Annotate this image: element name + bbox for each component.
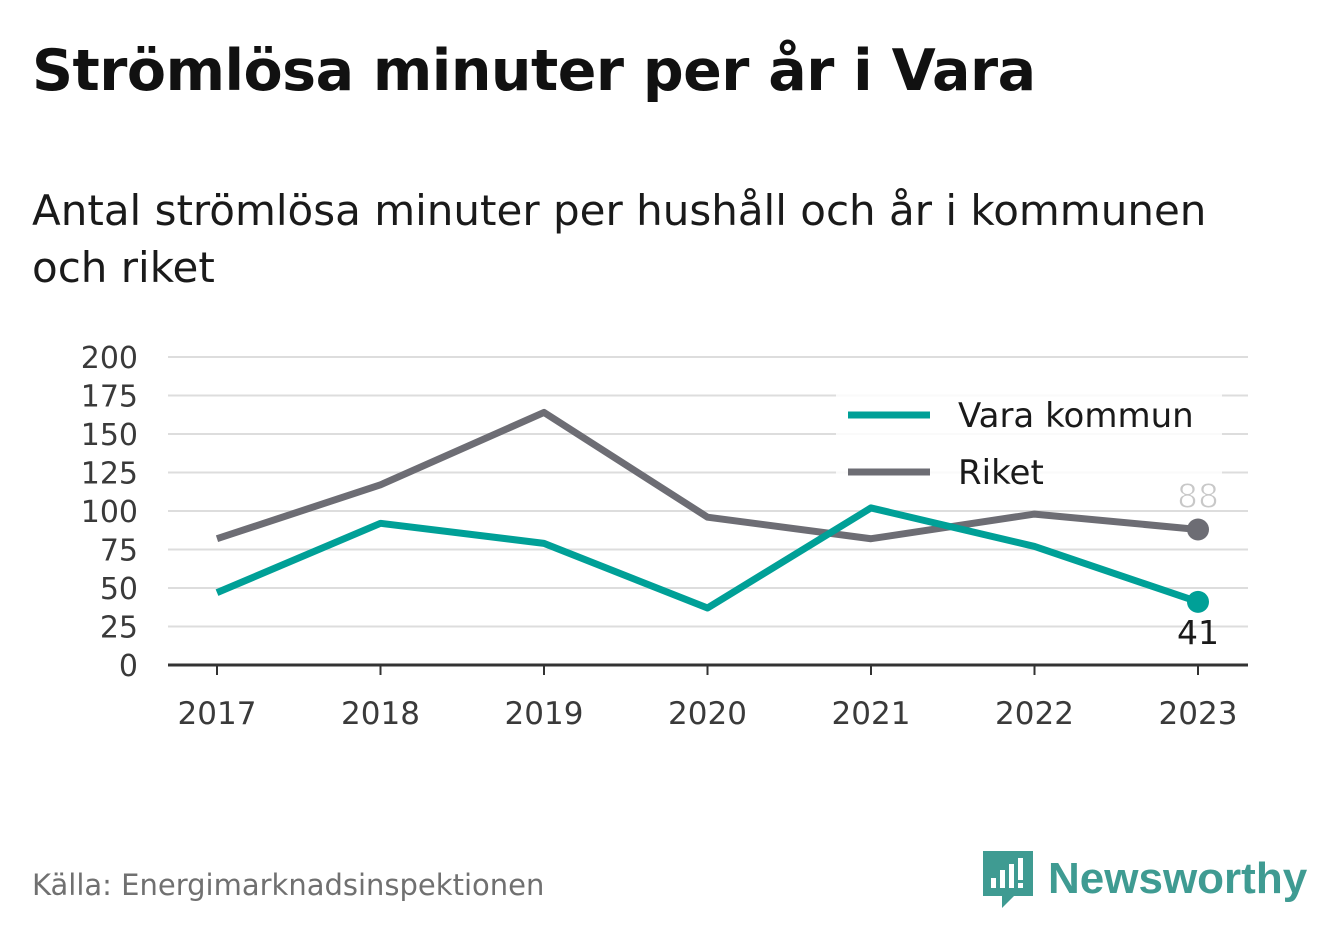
legend: Vara kommun Riket	[836, 392, 1222, 504]
series-line-0	[215, 504, 1200, 612]
legend-label: Vara kommun	[958, 396, 1194, 436]
y-tick-label: 25	[100, 611, 138, 646]
chart-title: Strömlösa minuter per år i Vara	[32, 38, 1036, 104]
legend-box	[836, 392, 1222, 504]
legend-label: Riket	[958, 453, 1044, 493]
y-tick-label: 150	[81, 418, 138, 453]
x-tick-label: 2018	[341, 696, 420, 732]
series-line-1	[215, 408, 1199, 543]
end-label-vara: 41	[1177, 613, 1219, 652]
series-end-point-1	[1187, 518, 1209, 541]
end-label-riket: 88	[1177, 476, 1219, 515]
end-labels: 41 88	[1177, 476, 1220, 652]
x-tick-label: 2022	[995, 696, 1074, 732]
series-lines	[215, 408, 1209, 613]
source-note: Källa: Energimarknadsinspektionen	[32, 868, 545, 902]
chart-subtitle: Antal strömlösa minuter per hushåll och …	[32, 186, 1207, 292]
x-tick-label: 2023	[1159, 696, 1238, 732]
y-tick-label: 200	[81, 341, 138, 376]
y-tick-label: 100	[81, 495, 138, 530]
y-tick-label: 0	[119, 649, 138, 684]
y-tick-label: 75	[100, 534, 138, 569]
x-tick-label: 2021	[832, 696, 911, 732]
y-tick-label: 50	[100, 572, 138, 607]
x-axis: 2017 2018 2019 2020 2021 2022 2023	[168, 663, 1248, 732]
x-tick-label: 2020	[668, 696, 747, 732]
brand-name: Newsworthy	[1048, 854, 1308, 903]
x-tick-label: 2019	[505, 696, 584, 732]
bar-chart-speech-bubble-icon	[983, 851, 1033, 908]
x-tick-label: 2017	[178, 696, 257, 732]
y-tick-label: 125	[81, 457, 138, 492]
series-end-point-0	[1187, 590, 1209, 613]
y-tick-label: 175	[81, 380, 138, 415]
brand-logo: Newsworthy	[980, 848, 1307, 910]
